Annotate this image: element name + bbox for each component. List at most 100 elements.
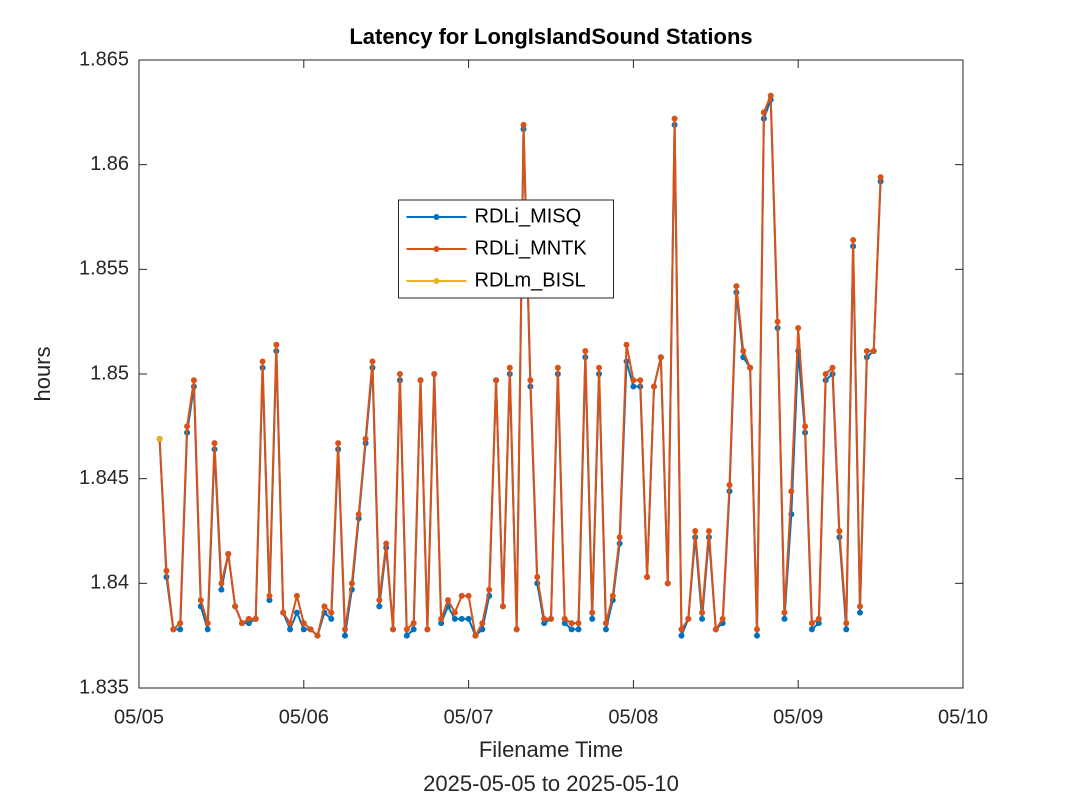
data-point — [630, 377, 637, 384]
data-point — [829, 364, 836, 371]
data-point — [355, 511, 362, 518]
data-point — [431, 371, 438, 377]
data-point — [788, 488, 795, 495]
data-point — [218, 586, 225, 593]
data-point — [293, 592, 300, 599]
data-point — [376, 603, 383, 610]
data-point — [197, 597, 204, 604]
legend: RDLi_MISQ RDLi_MNTK RDLm_BISL — [398, 199, 614, 299]
data-point — [740, 347, 747, 354]
y-tick-label: 1.835 — [79, 676, 129, 698]
data-point — [465, 592, 472, 599]
data-point — [177, 626, 184, 633]
data-point — [527, 377, 534, 384]
data-point — [451, 609, 458, 616]
data-point — [678, 632, 685, 639]
data-point — [712, 626, 719, 633]
data-point — [287, 620, 294, 627]
data-point — [651, 383, 657, 390]
data-point — [692, 528, 699, 534]
series-line — [158, 95, 882, 639]
data-point — [335, 440, 342, 447]
data-point — [287, 626, 294, 633]
data-point — [451, 615, 458, 622]
y-tick-label: 1.845 — [79, 467, 129, 489]
data-point — [348, 580, 355, 587]
data-point — [802, 423, 809, 430]
data-point — [280, 609, 287, 616]
data-point — [616, 534, 623, 541]
data-point — [342, 626, 348, 633]
y-tick-label: 1.865 — [79, 48, 129, 70]
data-point — [843, 626, 850, 633]
x-tick-label: 05/06 — [279, 706, 329, 728]
data-point — [445, 597, 451, 604]
data-point — [342, 632, 348, 639]
data-point — [204, 620, 211, 627]
data-point — [623, 341, 630, 348]
legend-label: RDLi_MISQ — [475, 205, 582, 227]
data-point — [760, 109, 767, 116]
data-point — [273, 341, 280, 348]
data-point — [657, 354, 664, 361]
data-point — [568, 626, 575, 633]
data-point — [575, 626, 582, 633]
data-point — [396, 371, 403, 377]
data-point — [184, 423, 191, 430]
data-point — [747, 364, 754, 371]
data-point — [479, 620, 486, 627]
data-point — [239, 620, 245, 627]
data-point — [664, 580, 671, 587]
x-tick-label: 05/09 — [773, 706, 823, 728]
data-point — [506, 364, 513, 371]
data-point — [733, 283, 740, 290]
data-point — [410, 626, 417, 633]
data-point — [754, 632, 760, 639]
data-point — [589, 615, 596, 622]
data-point — [815, 615, 822, 622]
data-point — [438, 620, 445, 627]
data-point — [245, 615, 252, 622]
data-point — [870, 347, 877, 354]
data-point — [637, 377, 644, 384]
data-point — [548, 615, 554, 622]
data-point — [822, 371, 829, 377]
data-point — [767, 92, 774, 99]
data-point — [170, 626, 177, 633]
data-point — [376, 597, 383, 604]
data-point — [705, 528, 712, 534]
data-point — [266, 597, 273, 604]
y-tick-label: 1.86 — [90, 153, 129, 175]
data-point — [513, 626, 520, 633]
data-point — [774, 318, 781, 325]
y-tick-label: 1.855 — [79, 258, 129, 280]
data-point — [602, 620, 609, 627]
data-point — [630, 383, 637, 390]
data-point — [541, 620, 548, 627]
legend-marker — [433, 246, 440, 252]
data-point — [465, 615, 472, 622]
data-point — [850, 237, 857, 244]
data-point — [699, 615, 706, 622]
data-point — [328, 609, 335, 616]
data-point — [493, 377, 500, 384]
data-point — [808, 620, 815, 627]
data-point — [857, 603, 863, 610]
data-point — [808, 626, 815, 633]
x-tick-label: 05/10 — [938, 706, 988, 728]
data-point — [383, 540, 390, 547]
data-point — [843, 620, 850, 627]
data-point — [307, 626, 314, 633]
data-point — [218, 580, 225, 587]
legend-label: RDLm_BISL — [475, 269, 586, 291]
chart-title: Latency for LongIslandSound Stations — [349, 24, 752, 49]
data-point — [314, 632, 321, 639]
data-point — [568, 620, 575, 627]
data-point — [266, 592, 273, 599]
data-point — [472, 632, 479, 639]
data-point — [163, 567, 170, 574]
data-point — [678, 626, 685, 633]
data-point — [520, 121, 527, 128]
data-point — [602, 626, 609, 633]
